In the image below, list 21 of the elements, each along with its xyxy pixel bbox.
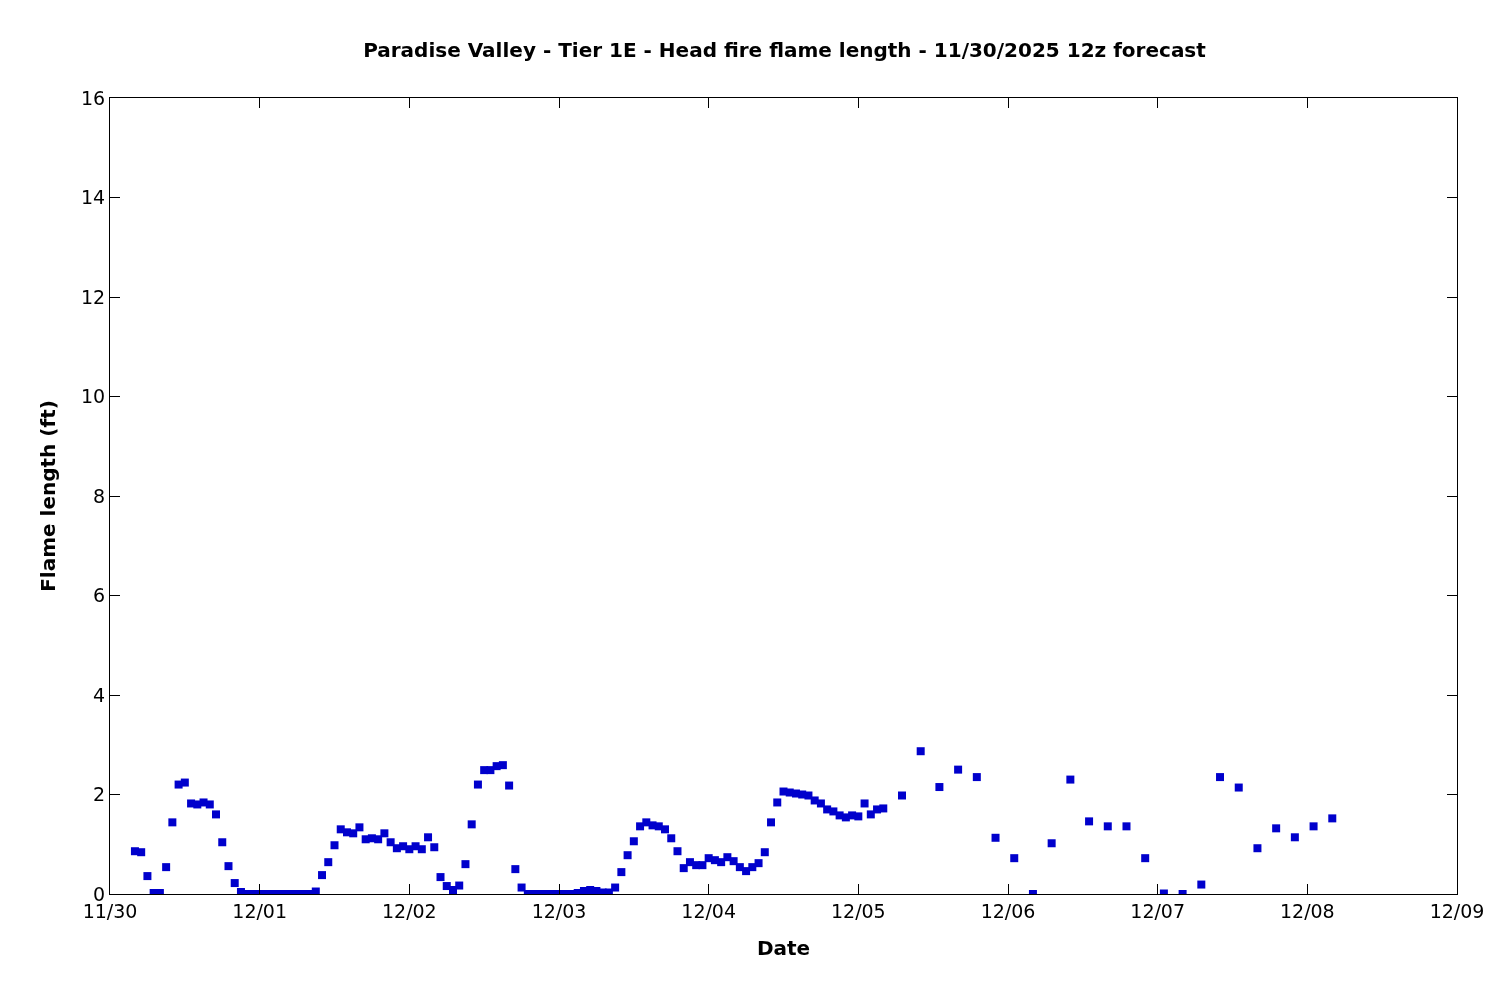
x-tick-label: 12/05: [830, 899, 886, 922]
y-tick-label: 16: [81, 86, 106, 109]
y-tick-label: 0: [93, 882, 106, 905]
y-tick-label: 4: [93, 683, 106, 706]
x-tick-label: 12/04: [681, 899, 737, 922]
x-tick-label: 12/06: [980, 899, 1036, 922]
x-tick-label: 12/08: [1279, 899, 1335, 922]
y-tick-label: 8: [93, 484, 106, 507]
x-axis-title: Date: [756, 936, 811, 961]
x-tick-label: 12/03: [531, 899, 587, 922]
y-tick-label: 14: [81, 186, 106, 209]
x-tick-label: 12/01: [232, 899, 288, 922]
y-tick-label: 10: [81, 385, 106, 408]
x-tick-label: 12/07: [1130, 899, 1186, 922]
chart-title: Paradise Valley - Tier 1E - Head fire flame length - 11/30/2025 12z forecast: [363, 38, 1207, 62]
y-tick-label: 12: [81, 285, 106, 308]
x-tick-label: 12/02: [381, 899, 437, 922]
y-tick-label: 2: [93, 783, 106, 806]
y-tick-label: 6: [93, 584, 106, 607]
x-tick-label: 12/09: [1429, 899, 1485, 922]
y-axis-title: Flame length (ft): [35, 400, 60, 592]
